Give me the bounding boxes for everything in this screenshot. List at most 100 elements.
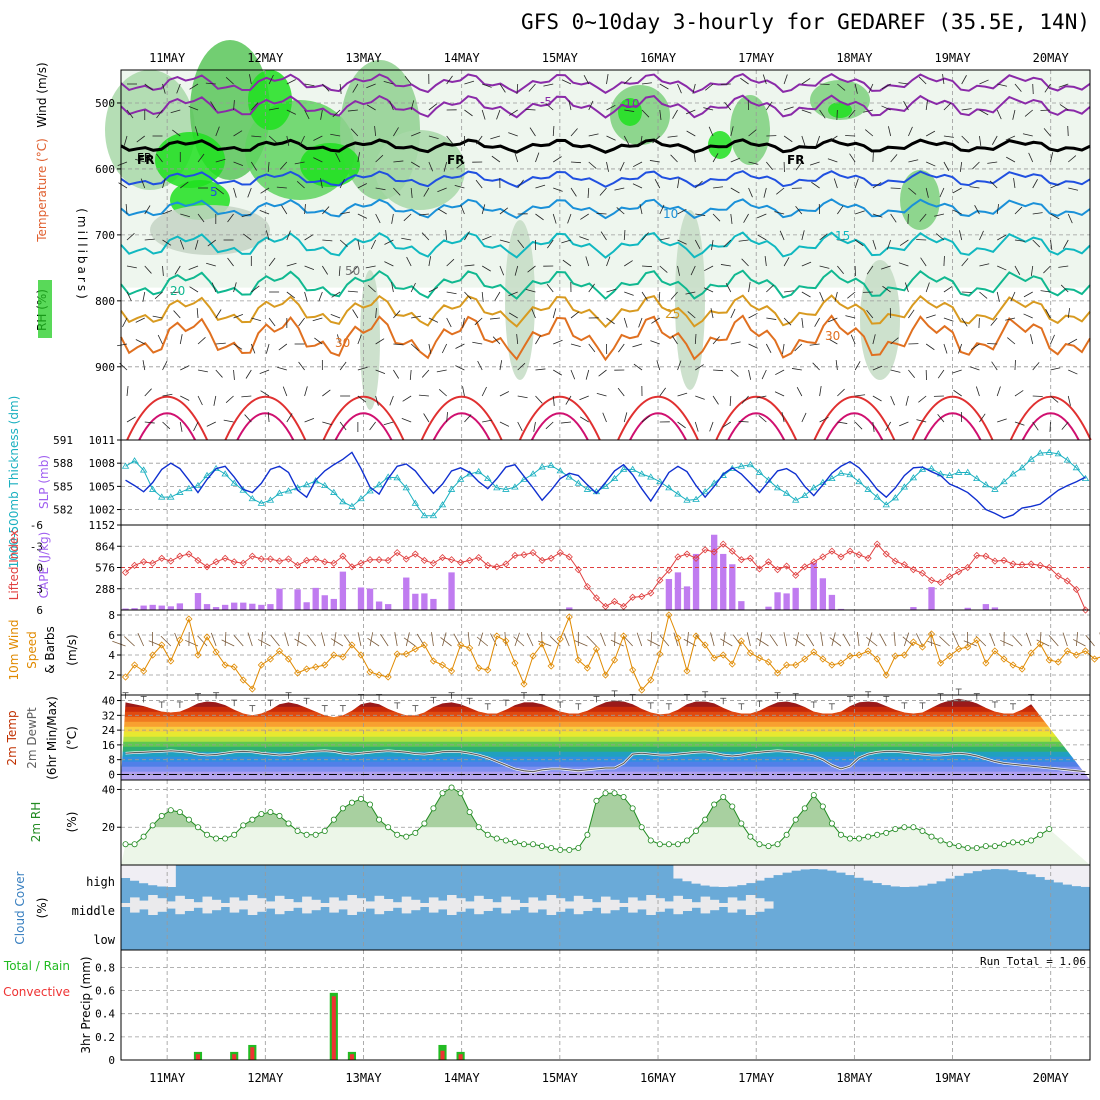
cloud-high-cell [881,865,892,886]
wind10-point [891,652,899,660]
wind-barb [496,109,501,120]
lifted-index-point [475,554,483,562]
cape-bar [837,608,845,610]
wind-barb [854,178,859,189]
lifted-index-tick-label: -6 [30,519,43,532]
wind-barb [588,100,594,111]
thickness-point [348,502,356,509]
thickness-point [556,467,564,474]
wind-barb [972,161,980,170]
thickness-point [176,488,184,495]
wind-barb [652,135,661,144]
wind10-barb [210,632,217,647]
wind-barb [233,187,237,198]
lifted-index-tick-label: 6 [36,604,43,617]
wind-barb [268,107,279,111]
rh2m-point [285,820,292,827]
wind10-point [728,660,736,668]
cloud-middle-cell [537,900,548,910]
cloud-middle-cell [718,903,729,907]
wind10-point [1000,655,1008,663]
rh-blob [828,102,852,118]
cape-bar [149,604,156,610]
wind-barb [583,74,590,85]
wind-barb [357,366,368,371]
wind-barb [144,83,153,91]
cape-bar [339,571,347,610]
wind10-barb [294,638,307,647]
wind-barb [197,213,205,223]
wind-barb [943,102,952,111]
wind-barb [543,83,554,87]
lifted-index-point [565,553,573,561]
lifted-index-point [1063,577,1071,585]
cape-bar [774,592,781,610]
wind-barb [774,391,785,397]
wind-barb [215,369,223,378]
cloud-high-cell [917,865,928,886]
wind10-point [284,655,293,663]
wind-barb [251,135,262,138]
wind-barb [961,317,968,327]
bottom-date-label: 16MAY [640,1071,677,1085]
lifted-index-point [411,550,419,558]
cloud-middle-cell [365,901,376,909]
rh2m-point [140,833,147,840]
isotherm-35 [322,396,405,441]
wind10-point [257,661,265,669]
wind-barb [639,204,643,215]
wind10-point [420,641,428,649]
rh2m-point [847,835,854,842]
wind10-point [1045,656,1053,664]
cape-bar [330,598,337,610]
wind-barb [783,74,788,85]
lifted-index-point [909,566,917,574]
wind-barb [474,317,483,326]
wind-barb [579,236,589,241]
wind-barb [890,337,899,345]
wind10-point [592,645,601,653]
rh2m-point [557,846,564,853]
wind-barb [553,369,562,376]
wind-barb [286,79,296,85]
lifted-index-point [737,556,745,564]
wind-barb [979,263,990,267]
wind-barb [882,285,891,293]
wind-barb [347,290,358,293]
lifted-index-point [973,551,981,560]
wind10-barb [610,639,624,647]
thickness-point [828,474,836,482]
rh2m-point [1028,837,1035,844]
wind10-barb [478,632,484,647]
wind10-point [674,634,682,642]
cloud-high-cell [972,865,982,872]
wind-barb [251,317,262,322]
cloud-middle-cell [130,897,140,913]
wind-barb [677,208,687,215]
wind-barb [724,101,732,111]
wind10-point [203,633,211,641]
wind10-point [275,647,284,655]
wind-barb [213,395,217,406]
wind10-barb [257,639,271,647]
wind10-barb [746,632,751,647]
wind-label: Wind (m/s) [35,62,49,127]
wind-barb [189,83,199,90]
wind-barb [847,291,856,299]
wind-barb [1005,135,1016,141]
wind-barb [535,213,544,221]
wind-barb [992,135,998,145]
cloud-middle-cell [763,901,774,909]
wind-barb [339,361,347,371]
wind-barb [205,82,216,85]
rh2m-point [674,841,681,848]
wind-barb [703,287,714,293]
isotherm-minus10 [120,72,1091,94]
rh2m-point [828,820,835,827]
temp-band [121,701,1090,708]
rh-blob [730,95,770,165]
thickness-point [257,499,266,506]
lifted-index-point [303,556,311,564]
precip-convective-bar [250,1047,255,1060]
isotherm-40 [432,412,491,441]
